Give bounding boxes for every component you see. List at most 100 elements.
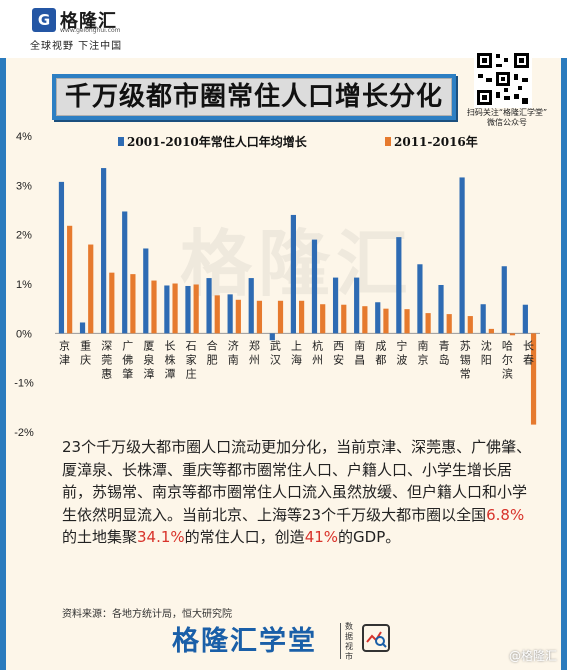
y-tick-label: 4% <box>16 131 32 143</box>
chart-magnifier-icon <box>362 624 390 652</box>
bar-2001-2010 <box>269 333 275 341</box>
bar-2001-2010 <box>290 214 296 334</box>
logo-icon: G <box>32 8 56 32</box>
x-tick-label: 长春 <box>523 339 534 366</box>
bar-2011-2016 <box>446 314 452 334</box>
x-tick-label: 杭州 <box>312 338 323 366</box>
y-tick-label: 3% <box>16 180 32 192</box>
x-tick-label: 广佛肇 <box>122 339 133 380</box>
bar-2001-2010 <box>143 248 149 334</box>
bar-2001-2010 <box>438 284 444 334</box>
bar-2011-2016 <box>362 306 368 334</box>
bar-2011-2016 <box>488 328 494 334</box>
corner-watermark: @格隆汇 <box>508 649 557 663</box>
bar-2001-2010 <box>417 264 423 334</box>
bar-2011-2016 <box>214 295 220 334</box>
x-tick-label: 郑州 <box>249 338 260 366</box>
x-tick-label: 深莞惠 <box>101 339 112 380</box>
x-tick-label: 石家庄 <box>186 339 197 380</box>
brand-name: 格隆汇 <box>60 11 117 32</box>
legend-label: 2001-2010年常住人口年均增长 <box>127 134 308 149</box>
bar-2001-2010 <box>375 302 381 334</box>
x-tick-label: 济南 <box>228 338 239 366</box>
bar-2011-2016 <box>509 333 516 336</box>
bar-2011-2016 <box>530 333 537 425</box>
x-tick-label: 成都 <box>375 339 386 366</box>
title-banner: 千万级都市圈常住人口增长分化 <box>52 74 456 120</box>
brand-site: www.gelonghui.com <box>60 27 121 34</box>
bar-2001-2010 <box>101 168 107 334</box>
bar-2001-2010 <box>185 285 191 334</box>
source-note: 资料来源：各地方统计局，恒大研究院 <box>62 609 232 620</box>
x-tick-label: 青岛 <box>439 339 450 366</box>
bar-2001-2010 <box>311 239 318 334</box>
bar-2001-2010 <box>480 304 486 334</box>
footer-divider <box>340 623 341 659</box>
x-tick-label: 宁波 <box>396 338 407 366</box>
legend-label: 2011-2016年 <box>394 134 478 149</box>
footer-title: 格隆汇学堂 <box>172 626 317 657</box>
x-tick-label: 南昌 <box>354 339 365 366</box>
y-tick-label: 0% <box>16 328 32 340</box>
brand-slogan: 全球视野 下注中国 <box>30 41 123 52</box>
qr-caption-line1: 扫码关注“格隆汇学堂” <box>466 108 548 117</box>
bar-2001-2010 <box>122 211 128 334</box>
bar-2011-2016 <box>130 274 136 334</box>
bar-2001-2010 <box>79 322 86 334</box>
bar-2001-2010 <box>501 266 507 334</box>
bar-2011-2016 <box>341 304 347 334</box>
bar-2011-2016 <box>299 300 305 334</box>
desc-highlight-land: 6.8% <box>486 505 525 524</box>
desc-part1: 23个千万级大都市圈人口流动更加分化，当前京津、深莞惠、广佛肇、厦漳泉、长株潭、… <box>62 438 532 524</box>
x-tick-label: 京津 <box>59 338 70 366</box>
bar-2001-2010 <box>206 278 212 334</box>
qr-caption: 扫码关注“格隆汇学堂” 微信公众号 <box>452 108 562 128</box>
bar-2011-2016 <box>88 244 94 334</box>
bar-2011-2016 <box>67 225 73 334</box>
x-tick-label: 武汉 <box>270 339 281 366</box>
x-tick-label: 南京 <box>418 339 429 366</box>
bar-2001-2010 <box>522 304 528 334</box>
legend-swatch <box>118 137 124 146</box>
desc-part4: 的GDP。 <box>338 528 401 546</box>
page-title: 千万级都市圈常住人口增长分化 <box>64 82 443 112</box>
bar-2011-2016 <box>193 284 199 334</box>
bar-2001-2010 <box>58 181 65 334</box>
bar-2011-2016 <box>256 300 263 334</box>
desc-highlight-pop: 34.1% <box>137 528 185 546</box>
qr-caption-line2: 微信公众号 <box>487 118 527 127</box>
x-tick-label: 苏锡常 <box>460 339 471 380</box>
bar-2011-2016 <box>320 304 326 334</box>
bar-2011-2016 <box>404 309 410 334</box>
desc-highlight-gdp: 41% <box>304 528 339 546</box>
qr-code-icon[interactable] <box>474 50 532 108</box>
bar-2011-2016 <box>151 280 157 334</box>
bar-2001-2010 <box>354 277 360 334</box>
bar-2001-2010 <box>332 277 339 334</box>
bar-2011-2016 <box>383 308 389 334</box>
bar-2011-2016 <box>172 283 178 334</box>
description-text: 23个千万级大都市圈人口流动更加分化，当前京津、深莞惠、广佛肇、厦漳泉、长株潭、… <box>62 436 532 549</box>
x-tick-label: 重庆 <box>80 338 91 366</box>
bar-2011-2016 <box>109 272 115 334</box>
desc-part3: 的常住人口，创造 <box>184 528 305 546</box>
bar-2001-2010 <box>164 285 170 334</box>
x-tick-label: 合肥 <box>207 338 218 366</box>
bar-2011-2016 <box>235 299 241 334</box>
footer-side-text: 数据视市 <box>345 622 353 661</box>
y-tick-label: 2% <box>16 230 32 242</box>
bar-2001-2010 <box>459 177 465 334</box>
y-tick-label: 1% <box>16 279 32 291</box>
x-tick-label: 上海 <box>291 339 302 366</box>
bar-2001-2010 <box>248 278 254 334</box>
y-tick-label: -1% <box>14 378 34 390</box>
title-panel: 千万级都市圈常住人口增长分化 <box>56 78 452 116</box>
bar-chart: -2% -1% 0% 1% 2% 3% 4% 京津重庆深莞惠广佛肇厦泉漳长株潭石家庄合肥济南郑… <box>14 131 540 439</box>
x-tick-label: 沈阳 <box>481 338 492 366</box>
bar-2011-2016 <box>277 300 284 334</box>
y-tick-label: -2% <box>14 427 34 439</box>
x-tick-label: 厦泉漳 <box>143 339 154 380</box>
bar-2011-2016 <box>467 316 473 334</box>
header-bar: G 格隆汇 www.gelonghui.com 全球视野 下注中国 <box>0 0 567 58</box>
desc-part2: 的土地集聚 <box>62 528 138 546</box>
